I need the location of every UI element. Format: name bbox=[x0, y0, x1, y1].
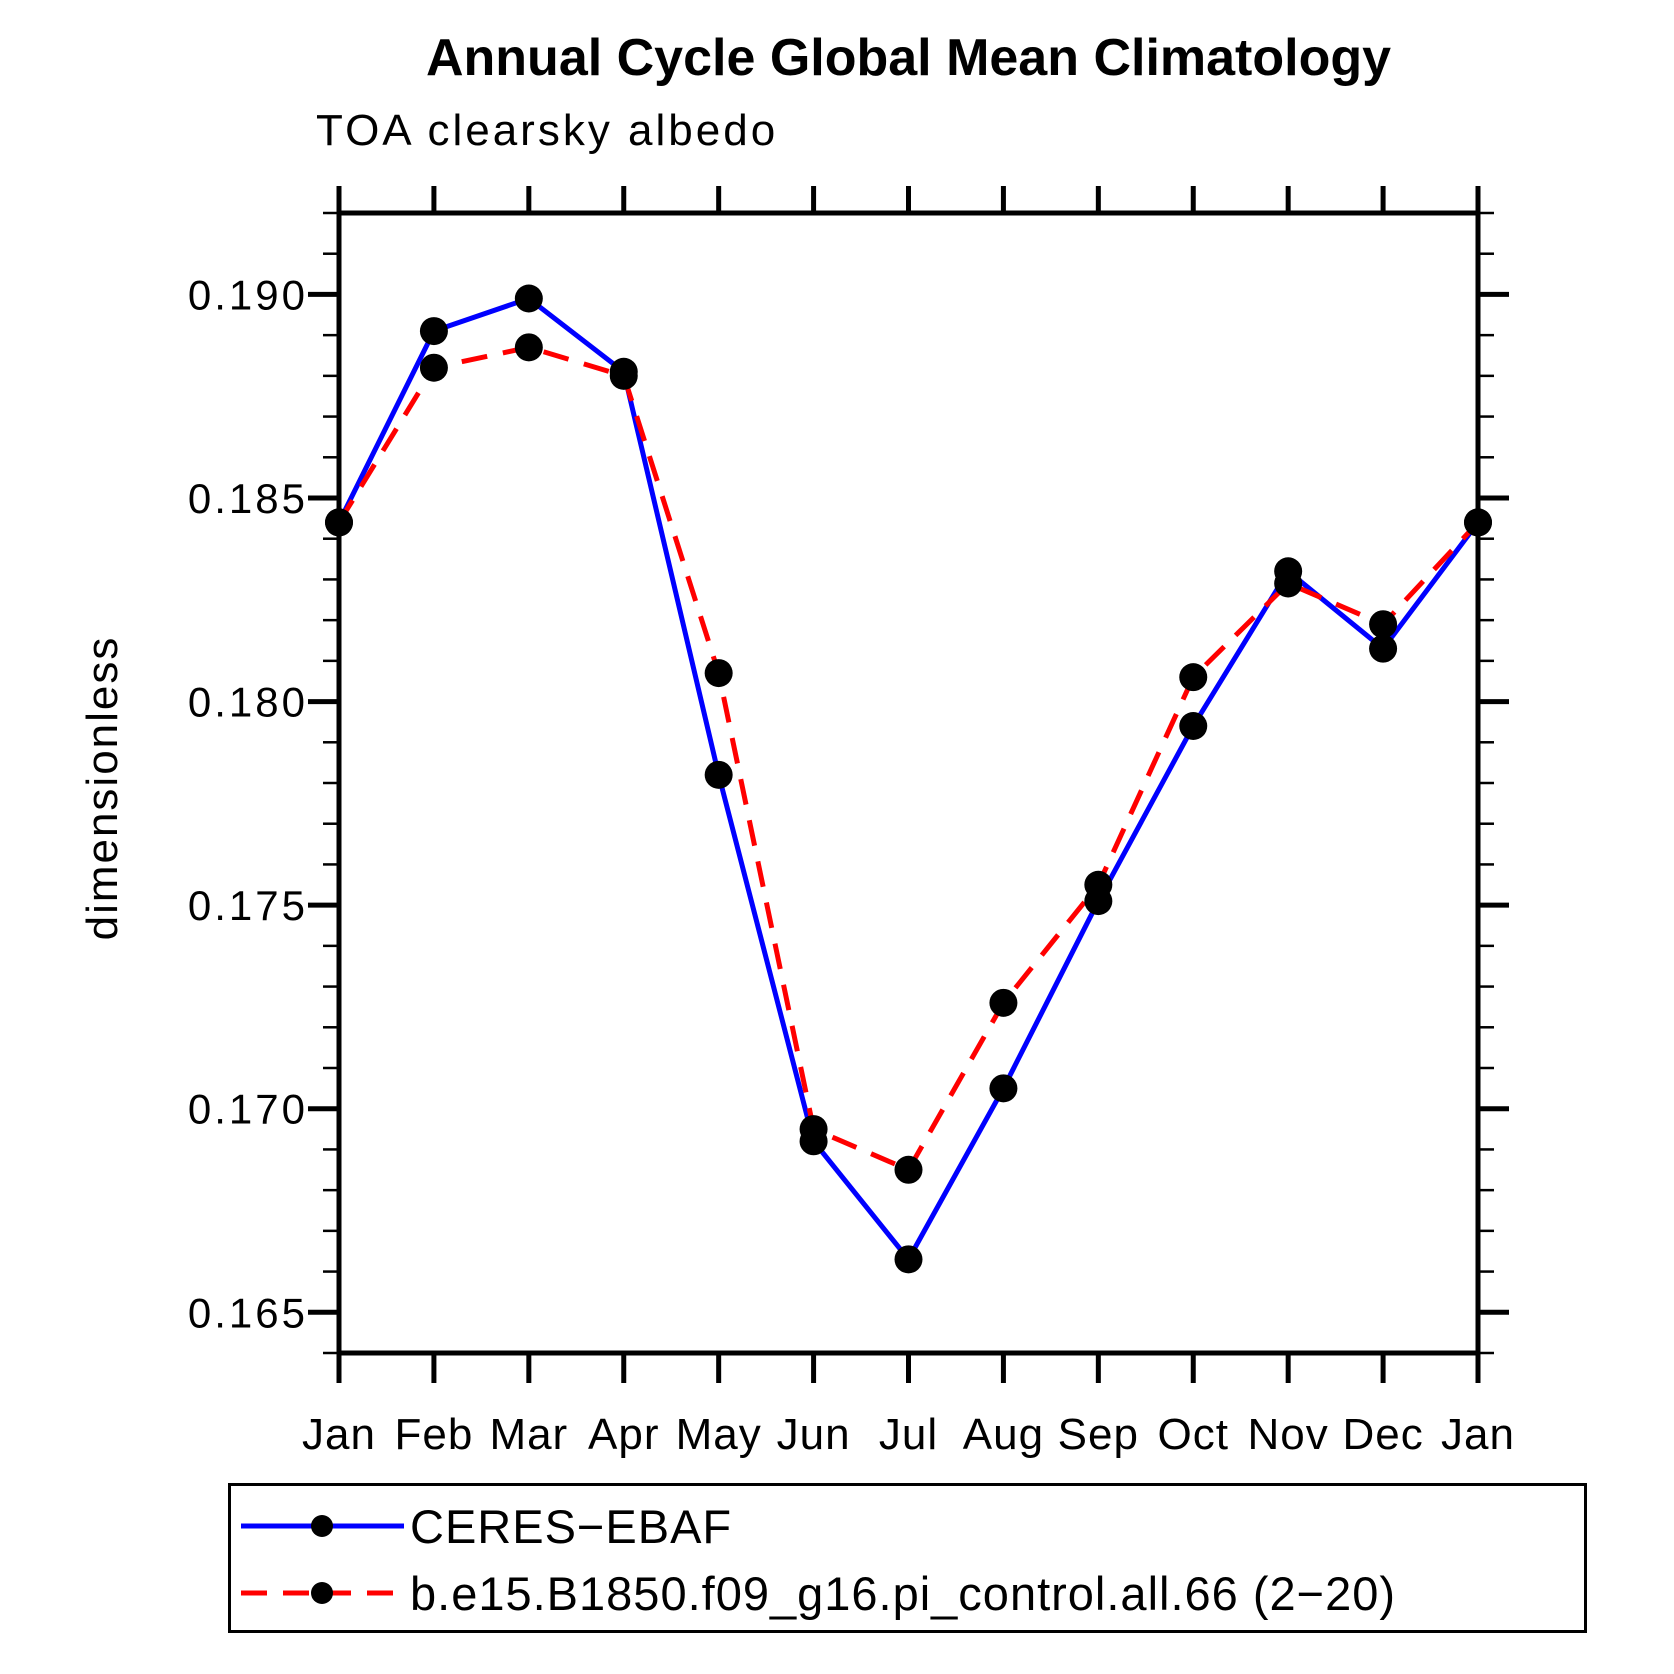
x-tick-label: Jul bbox=[879, 1410, 938, 1459]
legend-marker-dot bbox=[311, 1515, 333, 1537]
data-point bbox=[1179, 712, 1208, 740]
legend-line-sample-solid bbox=[241, 1515, 404, 1537]
data-point bbox=[609, 361, 638, 390]
data-point bbox=[989, 1074, 1018, 1103]
data-point bbox=[1179, 663, 1208, 692]
data-point bbox=[799, 1115, 828, 1144]
data-point bbox=[989, 988, 1018, 1017]
x-tick-label: Aug bbox=[963, 1410, 1044, 1459]
data-point bbox=[894, 1245, 923, 1274]
legend-marker-dot bbox=[311, 1582, 333, 1604]
data-point bbox=[325, 508, 353, 537]
chart-title: Annual Cycle Global Mean Climatology bbox=[425, 29, 1392, 87]
x-tick-label: Mar bbox=[489, 1410, 568, 1459]
y-tick-label: 0.165 bbox=[188, 1289, 308, 1336]
x-tick-label: Dec bbox=[1342, 1410, 1423, 1459]
data-point bbox=[1369, 610, 1398, 639]
x-tick-label: Nov bbox=[1248, 1410, 1329, 1459]
x-tick-label: Feb bbox=[395, 1410, 474, 1459]
x-tick-label: May bbox=[676, 1410, 762, 1459]
data-point bbox=[1084, 870, 1113, 899]
data-point bbox=[514, 333, 543, 362]
data-point bbox=[704, 760, 733, 789]
y-tick-label: 0.185 bbox=[188, 475, 308, 522]
legend-label-ceres: CERES−EBAF bbox=[410, 1499, 733, 1553]
legend-box: CERES−EBAF b.e15.B1850.f09_g16.pi_contro… bbox=[228, 1483, 1587, 1633]
data-point bbox=[704, 659, 733, 688]
chart-subtitle: TOA clearsky albedo bbox=[316, 106, 779, 155]
y-tick-label: 0.170 bbox=[188, 1086, 308, 1133]
data-point bbox=[894, 1155, 923, 1184]
legend-label-model: b.e15.B1850.f09_g16.pi_control.all.66 (2… bbox=[410, 1566, 1397, 1620]
data-point bbox=[1464, 508, 1492, 537]
data-point bbox=[1369, 634, 1398, 663]
legend-item-ceres: CERES−EBAF bbox=[239, 1503, 732, 1550]
y-tick-label: 0.180 bbox=[188, 679, 308, 726]
x-tick-label: Jan bbox=[302, 1410, 376, 1459]
data-point bbox=[1274, 569, 1303, 598]
data-point bbox=[514, 284, 543, 313]
legend-line-sample-dashed bbox=[241, 1582, 404, 1604]
y-tick-label: 0.175 bbox=[188, 882, 308, 929]
data-point bbox=[419, 353, 448, 382]
x-tick-label: Jan bbox=[1441, 1410, 1515, 1459]
x-tick-label: Oct bbox=[1158, 1410, 1229, 1459]
x-tick-label: Apr bbox=[588, 1410, 659, 1459]
legend-item-model: b.e15.B1850.f09_g16.pi_control.all.66 (2… bbox=[239, 1570, 1396, 1617]
y-tick-label: 0.190 bbox=[188, 271, 308, 318]
x-tick-label: Jun bbox=[777, 1410, 851, 1459]
data-point bbox=[419, 317, 448, 346]
series-line bbox=[336, 344, 1480, 1173]
x-tick-label: Sep bbox=[1058, 1410, 1139, 1459]
series-line bbox=[336, 295, 1480, 1264]
